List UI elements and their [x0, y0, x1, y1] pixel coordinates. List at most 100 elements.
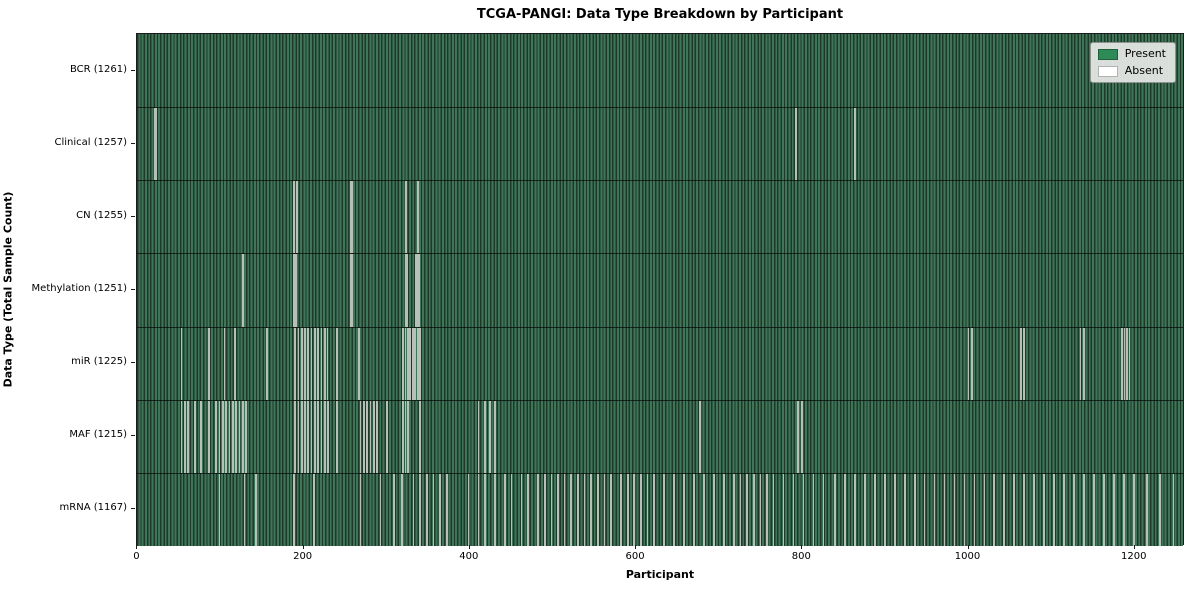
absent-mark [1122, 473, 1125, 546]
absent-mark [620, 473, 622, 546]
absent-mark [404, 327, 407, 400]
absent-mark [1121, 327, 1123, 400]
absent-mark [265, 327, 268, 400]
absent-mark [943, 473, 946, 546]
absent-mark [550, 473, 553, 546]
absent-mark [231, 400, 234, 473]
absent-mark [883, 473, 886, 546]
absent-mark [1126, 327, 1128, 400]
absent-mark [477, 473, 480, 546]
datatype-row-mir [137, 326, 1183, 400]
absent-mark [295, 181, 298, 254]
absent-mark [646, 473, 649, 546]
absent-mark [752, 473, 755, 546]
absent-mark [376, 400, 378, 473]
absent-mark [967, 327, 970, 400]
absent-mark [610, 473, 612, 546]
absent-mark [673, 473, 675, 546]
absent-mark [782, 473, 785, 546]
x-axis-tick [468, 545, 470, 549]
y-axis-tick [131, 69, 135, 71]
absent-mark [349, 254, 352, 327]
absent-mark [698, 400, 701, 473]
absent-mark [543, 473, 546, 546]
absent-mark [426, 473, 428, 546]
absent-mark [419, 400, 422, 473]
absent-mark [812, 473, 815, 546]
datatype-row-maf [137, 399, 1183, 473]
absent-mark [713, 473, 715, 546]
x-tick-label-1200: 1200 [1120, 551, 1147, 562]
absent-mark [310, 327, 313, 400]
absent-mark [703, 473, 705, 546]
absent-mark [320, 327, 323, 400]
absent-mark [557, 473, 559, 546]
x-axis-tick [801, 545, 803, 549]
absent-mark [1033, 473, 1035, 546]
absent-mark [187, 400, 189, 473]
absent-mark [1128, 327, 1131, 400]
absent-mark [372, 400, 375, 473]
legend-item-absent: Absent [1097, 65, 1166, 77]
legend-item-present: Present [1097, 48, 1166, 60]
absent-mark [401, 473, 403, 546]
present-swatch-icon [1097, 48, 1118, 60]
absent-mark [874, 473, 876, 546]
absent-mark [225, 400, 228, 473]
absent-mark [746, 473, 748, 546]
absent-mark [1083, 473, 1085, 546]
absent-mark [416, 181, 419, 254]
absent-mark [379, 473, 382, 546]
x-tick-label-400: 400 [459, 551, 479, 562]
absent-mark [732, 473, 735, 546]
absent-mark [326, 327, 329, 400]
absent-mark [903, 473, 906, 546]
absent-mark [445, 473, 448, 546]
y-axis-tick [131, 508, 135, 510]
absent-mark [537, 473, 539, 546]
absent-mark [432, 473, 435, 546]
absent-mark [1020, 327, 1022, 400]
absent-mark [406, 254, 408, 327]
absent-mark [953, 473, 956, 546]
absent-mark [854, 473, 856, 546]
absent-mark [241, 254, 244, 327]
absent-mark [314, 327, 316, 400]
absent-mark [963, 473, 966, 546]
absent-mark [222, 400, 224, 473]
absent-mark [418, 254, 421, 327]
absent-mark [759, 473, 762, 546]
absent-mark [640, 473, 642, 546]
x-axis-tick [302, 545, 304, 549]
absent-mark [238, 400, 241, 473]
absent-mark [1023, 473, 1025, 546]
legend: Present Absent [1089, 42, 1176, 83]
absent-mark [683, 473, 685, 546]
absent-mark [1079, 327, 1082, 400]
absent-mark [200, 400, 203, 473]
x-tick-label-600: 600 [625, 551, 645, 562]
absent-mark [439, 473, 442, 546]
absent-mark [218, 400, 221, 473]
absent-mark [327, 400, 330, 473]
absent-mark [411, 327, 414, 400]
absent-mark [626, 473, 629, 546]
absent-mark [489, 400, 491, 473]
absent-mark [412, 473, 415, 546]
absent-mark [294, 400, 296, 473]
absent-mark [293, 473, 296, 546]
absent-mark [369, 400, 372, 473]
absent-mark [324, 327, 326, 400]
absent-mark [844, 473, 846, 546]
absent-mark [801, 400, 803, 473]
absent-mark [293, 254, 296, 327]
absent-mark [796, 400, 799, 473]
absent-mark [864, 473, 866, 546]
absent-mark [1146, 473, 1148, 546]
absent-mark [351, 254, 354, 327]
absent-mark [1043, 473, 1045, 546]
absent-mark [484, 473, 486, 546]
absent-mark [1172, 473, 1175, 546]
absent-mark [154, 108, 156, 181]
absent-mark [207, 327, 210, 400]
